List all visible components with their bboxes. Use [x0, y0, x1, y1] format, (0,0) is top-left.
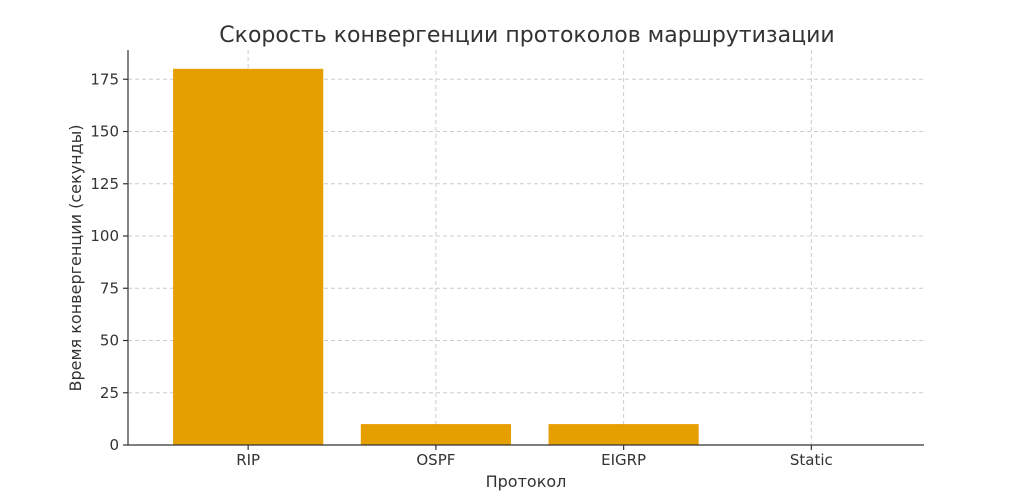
y-tick-label: 175 [90, 70, 119, 88]
y-tick-label: 0 [109, 436, 119, 454]
y-tick-label: 25 [100, 384, 119, 402]
tick-labels: 0 25 50 75 100 125 150 175 RIP OSPF EIGRP Static [90, 70, 832, 469]
y-tick-label: 100 [90, 227, 119, 245]
bar-rip [173, 68, 324, 446]
y-tick-label: 50 [100, 332, 119, 350]
x-tick-label: RIP [236, 451, 260, 469]
x-tick-label: Static [790, 451, 833, 469]
bars [173, 68, 699, 446]
bar-ospf [360, 424, 511, 445]
x-tick-label: EIGRP [601, 451, 646, 469]
y-axis-label: Время конвергенции (секунды) [66, 125, 85, 392]
axes [127, 50, 924, 446]
x-axis-label: Протокол [486, 472, 567, 491]
y-tick-label: 150 [90, 123, 119, 141]
x-tick-label: OSPF [416, 451, 455, 469]
bar-eigrp [548, 424, 699, 445]
y-tick-label: 125 [90, 175, 119, 193]
chart-title: Скорость конвергенции протоколов маршрут… [219, 23, 834, 48]
y-tick-label: 75 [100, 279, 119, 297]
